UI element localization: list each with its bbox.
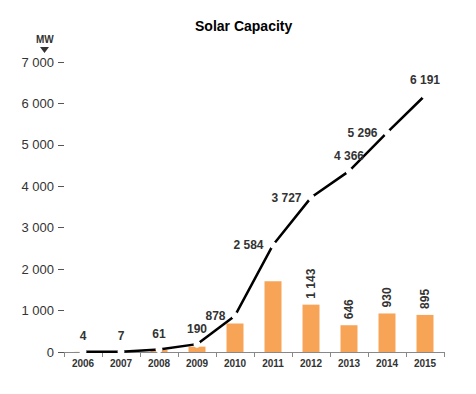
svg-text:2009: 2009 [186,358,209,369]
svg-text:3 000: 3 000 [21,220,54,235]
svg-text:MW: MW [36,34,54,45]
svg-text:4: 4 [80,329,87,343]
svg-text:6 191: 6 191 [410,73,440,87]
svg-text:4 366: 4 366 [334,149,364,163]
svg-text:7 000: 7 000 [21,55,54,70]
svg-text:5 000: 5 000 [21,137,54,152]
svg-text:2011: 2011 [262,358,284,369]
svg-text:190: 190 [187,322,207,336]
svg-text:6 000: 6 000 [21,96,54,111]
svg-text:2014: 2014 [376,358,399,369]
svg-text:5 296: 5 296 [347,126,377,140]
svg-text:2012: 2012 [300,358,323,369]
svg-text:1 000: 1 000 [21,303,54,318]
svg-text:930: 930 [380,287,394,307]
svg-text:2015: 2015 [414,358,437,369]
svg-text:895: 895 [418,289,432,309]
svg-text:878: 878 [205,309,225,323]
svg-text:61: 61 [152,327,166,341]
svg-text:0: 0 [47,345,54,360]
svg-text:Solar Capacity: Solar Capacity [195,18,292,34]
svg-text:2006: 2006 [72,358,95,369]
svg-text:7: 7 [118,329,125,343]
svg-text:2 584: 2 584 [233,238,263,252]
svg-text:3 727: 3 727 [271,191,301,205]
svg-text:2007: 2007 [110,358,133,369]
svg-text:2010: 2010 [224,358,247,369]
svg-text:2 000: 2 000 [21,262,54,277]
svg-text:1 143: 1 143 [304,268,318,298]
svg-text:2008: 2008 [148,358,171,369]
svg-text:4 000: 4 000 [21,179,54,194]
svg-text:2013: 2013 [338,358,361,369]
svg-text:646: 646 [342,299,356,319]
